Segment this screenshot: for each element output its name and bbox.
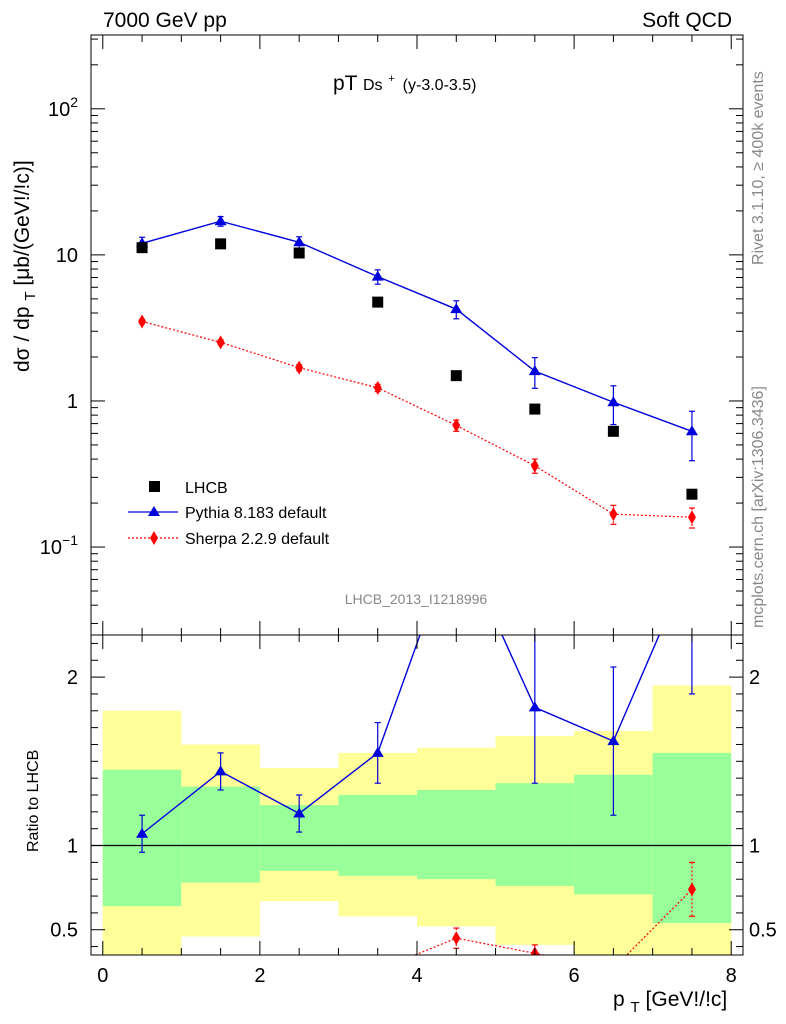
ratio-pythia-point (686, 553, 698, 563)
lhcb-point (529, 403, 541, 415)
x-axis-label: p T [GeV!/!c] (613, 988, 727, 1017)
lhcb-point (450, 370, 462, 382)
x-tick-label: 0 (97, 965, 108, 987)
main-y-tick-label: 10 (56, 245, 78, 267)
title-rapidity: (y-3.0-3.5) (403, 77, 477, 94)
ratio-pythia-point (450, 528, 462, 538)
sherpa-point (138, 314, 147, 329)
tick-base: 1 (67, 391, 78, 413)
legend-label-sherpa: Sherpa 2.2.9 default (185, 531, 330, 548)
analysis-watermark: LHCB_2013_I1218996 (345, 591, 488, 607)
main-y-tick-label: 10−1 (40, 532, 78, 559)
ratio-pythia-point (136, 827, 149, 838)
lhcb-point (372, 296, 384, 308)
legend-item-sherpa: Sherpa 2.2.9 default (128, 531, 330, 548)
pythia-point (607, 396, 620, 407)
pythia-point (214, 215, 227, 226)
tick-base: 10 (56, 245, 78, 267)
legend-marker-sherpa (150, 531, 158, 545)
ratio-y-tick-label-left: 1 (67, 836, 78, 858)
title-particle: Ds (363, 77, 383, 94)
legend-label-lhcb: LHCB (185, 480, 228, 497)
ylabel-post: [μb/(GeV!/!c)] (11, 160, 34, 285)
lhcb-point (136, 242, 148, 254)
sherpa-point (530, 458, 539, 473)
tick-base: 10 (48, 99, 70, 121)
title-main: pT (333, 72, 358, 95)
legend-item-lhcb: LHCB (149, 480, 228, 497)
lhcb-point (686, 488, 698, 500)
ratio-y-tick-label-right: 2 (749, 667, 760, 689)
energy-label: 7000 GeV pp (103, 9, 227, 32)
pythia-point (371, 270, 384, 281)
sherpa-point (373, 380, 382, 395)
ratio-sherpa-point (141, 954, 143, 955)
legend-marker-pythia (148, 506, 160, 516)
ylabel-sub: T (22, 291, 39, 300)
ratio-band-inner (495, 783, 575, 886)
sherpa-point (295, 360, 304, 375)
rivet-label: Rivet 3.1.10, ≥ 400k events (750, 71, 767, 265)
sherpa-point (687, 510, 696, 525)
ratio-sherpa-point (452, 931, 461, 946)
ratio-sherpa-point (217, 972, 225, 986)
ratio-y-tick-label-right: 1 (749, 836, 760, 858)
ratio-y-tick-label-left: 2 (67, 667, 78, 689)
ratio-band-inner (417, 789, 496, 880)
plot-title: pT Ds + (y-3.0-3.5) (333, 64, 476, 95)
ratio-band-inner (652, 752, 732, 923)
sherpa-point (452, 418, 461, 433)
source-label: mcplots.cern.ch [arXiv:1306.3436] (750, 386, 767, 628)
ratio-pythia-point (293, 807, 306, 818)
pythia-line (141, 220, 693, 432)
ratio-pythia-point (371, 746, 384, 757)
x-tick-label: 6 (569, 965, 580, 987)
ratio-band-inner (181, 786, 260, 883)
ratio-sherpa-point (687, 882, 696, 897)
xlabel-post: [GeV!/!c] (646, 988, 728, 1011)
ratio-y-tick-label-left: 0.5 (50, 920, 78, 942)
sherpa-line (141, 320, 692, 518)
ratio-pythia-point (214, 765, 227, 776)
pythia-point (528, 365, 541, 376)
xlabel-sub: T (631, 999, 640, 1016)
ratio-sherpa-point (295, 980, 303, 994)
ratio-band-inner (338, 795, 417, 876)
lhcb-point (293, 247, 305, 259)
lhcb-point (607, 425, 619, 437)
main-y-axis-label: dσ / dp T [μb/(GeV!/!c)] (11, 160, 40, 372)
ratio-y-axis-label: Ratio to LHCB (25, 750, 42, 852)
lhcb-point (215, 238, 227, 250)
legend-item-pythia: Pythia 8.183 default (128, 505, 327, 522)
tick-exponent: 2 (70, 94, 78, 110)
ylabel-pre: dσ / dp (11, 306, 34, 372)
process-label: Soft QCD (642, 9, 732, 32)
legend-marker-lhcb (149, 481, 160, 492)
pythia-point (293, 236, 306, 247)
x-tick-label: 8 (726, 965, 737, 987)
title-charge: + (388, 73, 394, 85)
pythia-point (685, 425, 698, 436)
sherpa-point (609, 507, 618, 522)
legend: LHCB Pythia 8.183 default Sherpa 2.2.9 d… (128, 480, 330, 548)
ratio-y-tick-label-right: 0.5 (749, 920, 777, 942)
sherpa-point (216, 335, 225, 350)
ratio-pythia-point (528, 701, 541, 712)
main-y-tick-label: 1 (67, 391, 78, 413)
tick-exponent: −1 (62, 532, 78, 548)
tick-base: 10 (40, 537, 62, 559)
x-tick-label: 2 (254, 965, 265, 987)
x-tick-label: 4 (411, 965, 422, 987)
legend-label-pythia: Pythia 8.183 default (185, 505, 327, 522)
ratio-sherpa-point (374, 963, 382, 977)
ratio-panel: 0.5 0.5 1 1 2 2 0 2 4 6 8 Ratio to LHCB p T [GeV!/… (25, 528, 777, 1017)
ratio-pythia-point (607, 735, 620, 746)
ratio-sherpa-point (609, 961, 617, 975)
pythia-point (450, 303, 463, 314)
main-y-tick-label: 102 (48, 94, 78, 121)
xlabel-main: p (613, 988, 625, 1011)
